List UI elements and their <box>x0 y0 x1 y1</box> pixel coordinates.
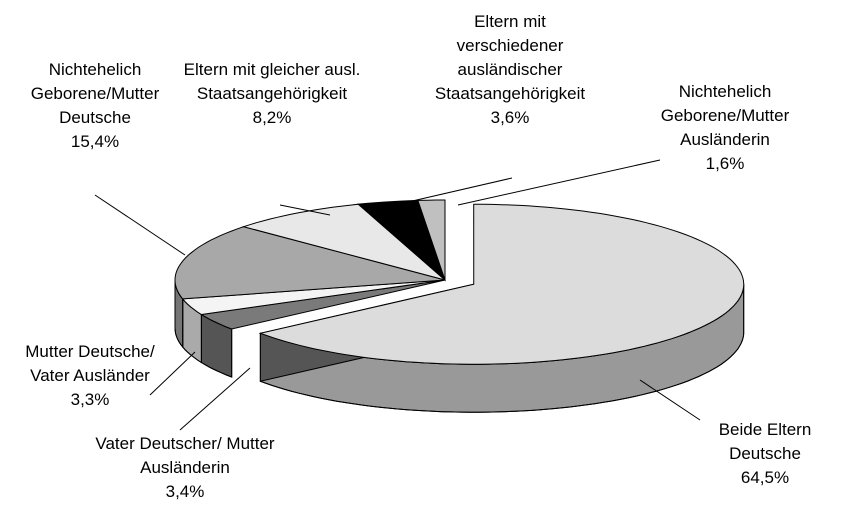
slice-label: Eltern mit verschiedener ausländischer S… <box>428 10 593 130</box>
leader-line <box>394 177 513 206</box>
leader-line <box>94 194 186 256</box>
value-label: 3,3% <box>70 390 110 409</box>
leader-line <box>149 351 196 396</box>
category-name: Nichtehelich Geborene/Mutter Ausländerin <box>660 82 790 149</box>
leader-line <box>457 159 661 206</box>
value-label: 8,2% <box>252 108 292 127</box>
slice-label: Nichtehelich Geborene/Mutter Deutsche 15,… <box>15 58 175 154</box>
category-name: Mutter Deutsche/ Vater Ausländer <box>25 342 155 385</box>
slice <box>174 226 446 300</box>
category-name: Eltern mit gleicher ausl. Staatsangehöri… <box>183 60 361 103</box>
slice-label: Nichtehelich Geborene/Mutter Ausländerin… <box>645 80 805 176</box>
leader-line <box>179 367 251 431</box>
category-name: Beide Eltern Deutsche <box>718 420 812 463</box>
slice-label: Beide Eltern Deutsche 64,5% <box>705 418 825 490</box>
leader-line <box>279 204 331 216</box>
slice <box>258 203 745 365</box>
slice-label: Mutter Deutsche/ Vater Ausländer 3,3% <box>5 340 175 412</box>
slice <box>181 279 446 316</box>
value-label: 3,4% <box>165 482 205 501</box>
value-label: 3,6% <box>490 108 530 127</box>
value-label: 1,6% <box>705 154 745 173</box>
leader-line <box>639 379 701 421</box>
value-label: 15,4% <box>70 132 120 151</box>
value-label: 64,5% <box>740 468 790 487</box>
slice <box>199 279 446 330</box>
slice <box>417 199 446 281</box>
slice-label: Eltern mit gleicher ausl. Staatsangehöri… <box>180 58 365 130</box>
slice <box>241 203 446 281</box>
slice-label: Vater Deutscher/ Mutter Ausländerin 3,4% <box>90 432 280 504</box>
category-name: Vater Deutscher/ Mutter Ausländerin <box>95 434 275 477</box>
category-name: Eltern mit verschiedener ausländischer S… <box>434 12 586 103</box>
category-name: Nichtehelich Geborene/Mutter Deutsche <box>30 60 160 127</box>
